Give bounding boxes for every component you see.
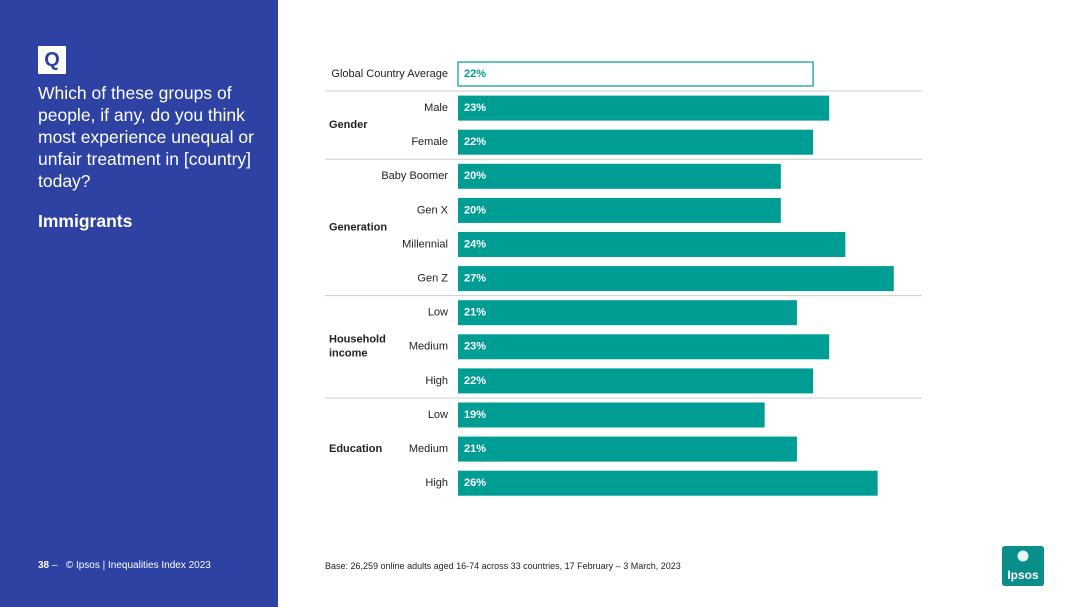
bar-gender-male: [458, 95, 830, 121]
category-label-generation-gen-x: Gen X: [417, 204, 449, 216]
bar-education-low: [458, 402, 765, 428]
value-label-household-income-high: 22%: [464, 375, 486, 387]
bar-generation-millennial: [458, 232, 846, 257]
ipsos-logo: Ipsos: [1002, 546, 1044, 586]
value-label-gender-female: 22%: [464, 136, 486, 148]
value-label-generation-baby-boomer: 20%: [464, 170, 486, 182]
logo-text: Ipsos: [1007, 568, 1039, 582]
group-label-gender: Gender: [329, 119, 368, 131]
category-label-generation-baby-boomer: Baby Boomer: [381, 170, 448, 182]
value-label-generation-gen-x: 20%: [464, 204, 486, 216]
value-label-education-low: 19%: [464, 409, 486, 421]
topic-title: Immigrants: [38, 211, 133, 231]
bar-household-income-low: [458, 300, 797, 326]
value-label-education-high: 26%: [464, 477, 486, 489]
group-label-education: Education: [329, 443, 382, 455]
category-label-generation-millennial: Millennial: [402, 238, 448, 250]
question-badge: Q: [38, 46, 66, 74]
sidebar-panel: Q Which of these groups of people, if an…: [0, 0, 278, 607]
category-label-household-income-high: High: [425, 375, 448, 387]
bar-gender-female: [458, 129, 814, 155]
value-label-education-medium: 21%: [464, 443, 486, 455]
group-label-generation: Generation: [329, 221, 387, 233]
category-label-generation-gen-z: Gen Z: [417, 273, 448, 285]
category-label-education-high: High: [425, 477, 448, 489]
page-number: 38: [38, 560, 50, 571]
bar-generation-baby-boomer: [458, 163, 781, 189]
value-label-generation-gen-z: 27%: [464, 273, 486, 285]
category-label-gender-male: Male: [424, 102, 448, 114]
category-label-household-income-medium: Medium: [409, 341, 448, 353]
category-label-gender-female: Female: [411, 136, 448, 148]
value-label-household-income-low: 21%: [464, 307, 486, 319]
group-label-household-income-line2: income: [329, 348, 368, 360]
bar-generation-gen-x: [458, 197, 781, 223]
category-label-education-medium: Medium: [409, 443, 448, 455]
bar-household-income-high: [458, 368, 814, 394]
value-label-gender-male: 23%: [464, 102, 486, 114]
base-note: Base: 26,259 online adults aged 16-74 ac…: [325, 561, 681, 571]
bar-generation-gen-z: [458, 266, 894, 292]
value-label-generation-millennial: 24%: [464, 238, 486, 250]
bar-household-income-medium: [458, 334, 830, 360]
value-label-household-income-medium: 23%: [464, 341, 486, 353]
footer-left: 38 – © Ipsos | Inequalities Index 2023: [38, 560, 211, 571]
category-label-average: Global Country Average: [331, 68, 448, 80]
value-label-average: 22%: [464, 68, 486, 80]
bar-education-high: [458, 470, 878, 496]
category-label-household-income-low: Low: [428, 307, 448, 319]
bar-education-medium: [458, 436, 797, 462]
group-label-household-income-line1: Household: [329, 334, 386, 346]
bar-average: [457, 61, 814, 87]
page-separator: –: [51, 560, 58, 571]
category-label-education-low: Low: [428, 409, 448, 421]
copyright-text: © Ipsos | Inequalities Index 2023: [65, 560, 211, 571]
question-text: Which of these groups of people, if any,…: [38, 83, 254, 191]
